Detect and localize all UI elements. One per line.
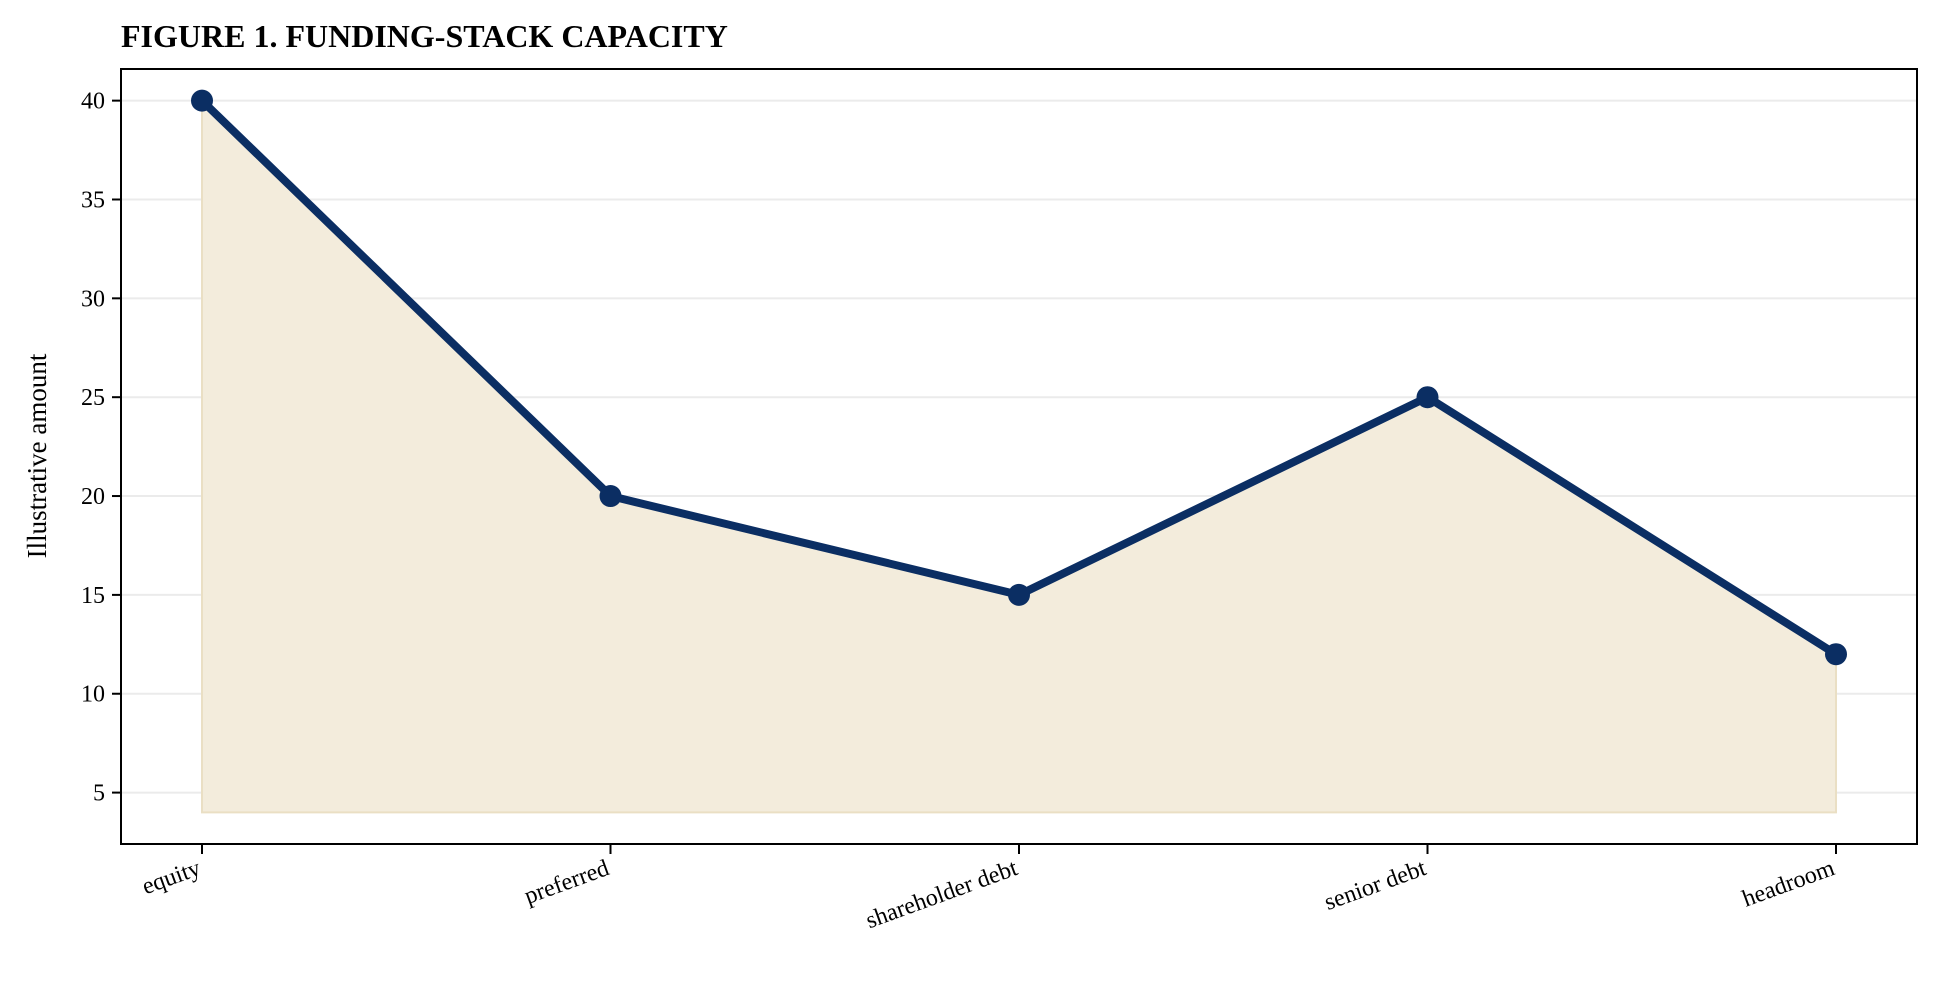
y-tick-label: 25 — [81, 385, 105, 411]
y-tick-label: 35 — [81, 187, 105, 213]
area-fill-layer — [201, 98, 1837, 814]
x-tick-label: preferred — [521, 855, 613, 910]
data-point-headroom — [1825, 643, 1847, 666]
y-tick-label: 40 — [81, 89, 105, 115]
y-tick-label: 15 — [81, 583, 105, 609]
x-tick-label: senior debt — [1321, 855, 1430, 916]
x-tick-label: equity — [139, 855, 204, 900]
data-point-shareholder-debt — [1008, 583, 1030, 606]
data-point-preferred — [599, 485, 622, 508]
y-tick-label: 10 — [81, 682, 105, 708]
x-axis-ticks: equity preferred shareholder debt senior de… — [139, 844, 1838, 934]
y-tick-label: 20 — [81, 484, 105, 510]
data-point-senior-debt — [1416, 386, 1439, 409]
y-axis-label: Illustrative amount — [22, 353, 52, 558]
x-tick-label: shareholder debt — [862, 855, 1021, 934]
chart-title: FIGURE 1. FUNDING-STACK CAPACITY — [121, 18, 728, 54]
y-tick-label: 5 — [93, 781, 105, 807]
y-tick-label: 30 — [81, 286, 105, 312]
x-tick-label: headroom — [1739, 855, 1838, 912]
area-fill — [201, 98, 1837, 814]
data-point-equity — [191, 89, 213, 112]
data-points — [191, 89, 1847, 666]
y-axis-ticks: 5 10 15 20 25 30 35 40 — [81, 89, 121, 807]
